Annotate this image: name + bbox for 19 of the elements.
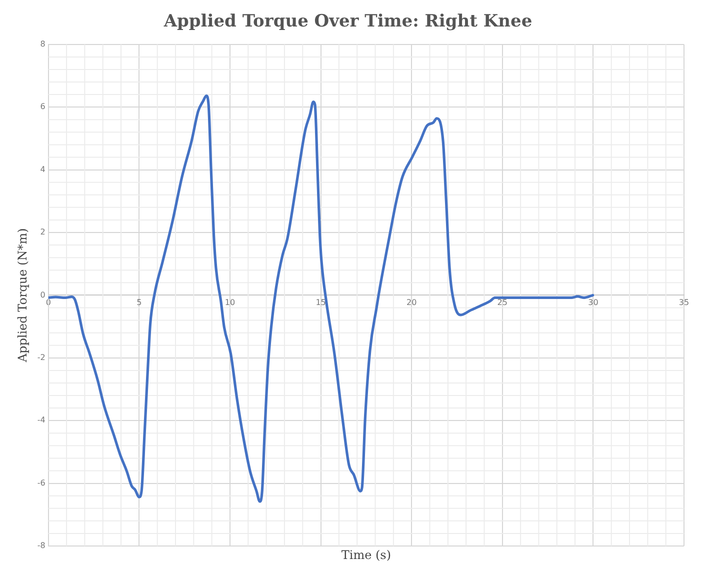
y-axis-title: Applied Torque (N*m): [15, 228, 30, 364]
chart-title: Applied Torque Over Time: Right Knee: [162, 12, 532, 32]
x-tick-label: 20: [406, 298, 417, 308]
x-tick-label: 35: [678, 298, 690, 308]
x-tick-label: 15: [316, 298, 326, 308]
y-tick-label: -2: [37, 352, 46, 362]
y-tick-label: 8: [40, 39, 46, 48]
y-tick-label: -4: [37, 416, 46, 425]
y-tick-label: 4: [40, 164, 46, 174]
x-axis-title: Time (s): [341, 548, 392, 562]
x-tick-label: 5: [136, 298, 142, 308]
y-tick-label: 0: [40, 290, 46, 300]
y-tick-label: 2: [40, 228, 46, 237]
x-tick-label: 25: [497, 298, 508, 308]
y-tick-label: -8: [37, 541, 46, 550]
y-tick-label: 6: [40, 102, 46, 112]
x-tick-label: 30: [588, 298, 598, 308]
y-tick-label: -6: [37, 478, 46, 488]
x-tick-label: 10: [224, 298, 236, 308]
